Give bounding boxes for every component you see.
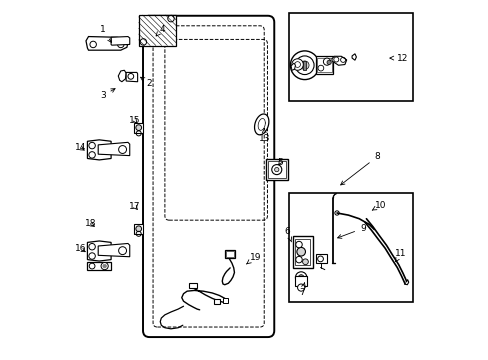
Bar [265, 159, 287, 180]
Text: 14: 14 [74, 143, 86, 152]
Polygon shape [134, 123, 143, 133]
Polygon shape [111, 37, 129, 45]
Bar [189, 283, 197, 288]
Bar [225, 251, 233, 257]
Bar [289, 193, 412, 302]
Polygon shape [139, 15, 176, 45]
Polygon shape [98, 142, 129, 156]
Bar [289, 13, 412, 101]
Polygon shape [134, 224, 143, 234]
Text: 6: 6 [284, 228, 291, 242]
Polygon shape [98, 243, 129, 257]
Bar [316, 254, 326, 263]
Bar [214, 299, 220, 304]
Circle shape [298, 275, 304, 280]
Text: 11: 11 [394, 249, 406, 262]
Circle shape [136, 125, 142, 131]
Text: 1: 1 [100, 25, 111, 42]
Circle shape [290, 51, 319, 80]
Text: 18: 18 [84, 219, 96, 228]
Circle shape [296, 247, 305, 256]
Text: 5: 5 [277, 158, 283, 167]
Polygon shape [118, 70, 126, 82]
Polygon shape [126, 72, 137, 82]
Text: 8: 8 [340, 152, 379, 185]
Text: 17: 17 [129, 202, 141, 211]
Text: 16: 16 [74, 244, 86, 253]
Bar [224, 250, 234, 258]
Circle shape [295, 256, 302, 263]
Text: 15: 15 [129, 116, 141, 125]
Circle shape [317, 65, 323, 71]
Bar [223, 298, 228, 303]
Bar [292, 236, 312, 268]
Bar [303, 61, 305, 69]
Circle shape [295, 272, 306, 283]
Text: 2: 2 [140, 77, 152, 88]
Bar [315, 56, 333, 74]
Polygon shape [87, 140, 111, 160]
Text: 9: 9 [337, 224, 365, 238]
Circle shape [295, 241, 302, 248]
Bar [267, 161, 285, 178]
Circle shape [291, 59, 303, 70]
Text: 12: 12 [389, 54, 407, 63]
Polygon shape [331, 56, 346, 65]
Polygon shape [254, 114, 268, 135]
FancyBboxPatch shape [142, 16, 274, 337]
Circle shape [323, 58, 330, 65]
Circle shape [295, 56, 313, 75]
Polygon shape [86, 37, 128, 50]
Text: 19: 19 [246, 253, 261, 264]
Bar [317, 58, 331, 72]
Circle shape [326, 60, 330, 64]
Polygon shape [290, 63, 295, 70]
Circle shape [136, 226, 142, 231]
Circle shape [297, 284, 304, 291]
Bar [295, 239, 309, 265]
Text: 13: 13 [258, 129, 269, 143]
Text: 10: 10 [371, 201, 386, 210]
Text: 4: 4 [156, 25, 164, 36]
Circle shape [274, 167, 278, 172]
Circle shape [300, 61, 308, 69]
Bar [295, 276, 306, 286]
Text: 7: 7 [298, 283, 305, 297]
Polygon shape [351, 54, 356, 60]
Circle shape [101, 262, 108, 270]
Polygon shape [87, 241, 111, 261]
Polygon shape [87, 262, 111, 270]
Text: 3: 3 [100, 89, 115, 100]
Circle shape [302, 259, 308, 265]
Circle shape [102, 264, 106, 268]
